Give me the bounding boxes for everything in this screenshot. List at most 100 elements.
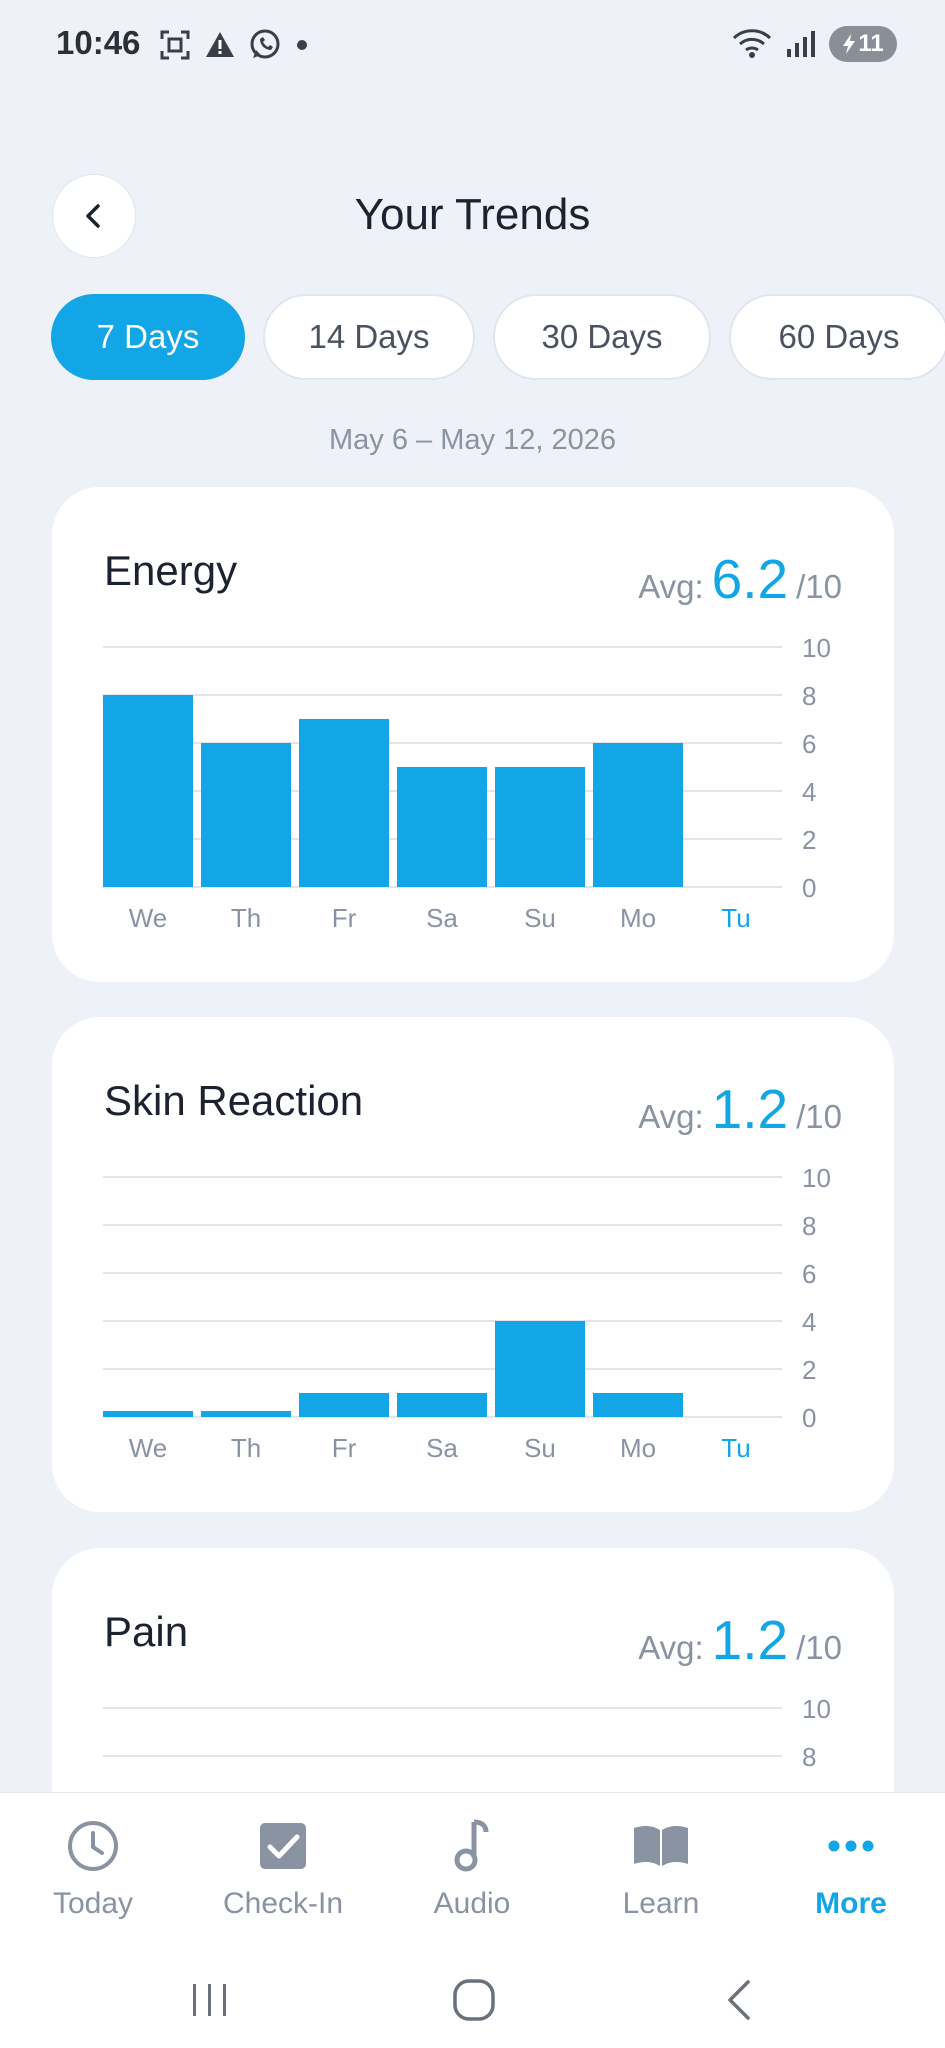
y-tick-label: 10 [802, 633, 831, 663]
avg-summary: Avg: 1.2 /10 [638, 1077, 842, 1141]
avg-label: Avg: [638, 568, 704, 605]
x-tick-label: Mo [620, 1433, 656, 1463]
back-icon[interactable] [722, 1978, 756, 2022]
bar-we[interactable] [103, 1411, 193, 1417]
bar-th[interactable] [201, 743, 291, 887]
book-icon [634, 1825, 688, 1866]
bar-fr[interactable] [299, 1393, 389, 1417]
recent-apps-icon[interactable] [189, 1980, 231, 2020]
signal-icon [787, 31, 815, 57]
pain-chart: 10 8 [103, 1694, 831, 1772]
more-dots-icon [828, 1840, 874, 1852]
chevron-left-icon [86, 204, 100, 228]
nav-learn[interactable]: Learn [571, 1811, 751, 1921]
x-tick-label: Fr [332, 1433, 357, 1463]
y-tick-label: 8 [802, 681, 816, 711]
y-tick-label: 10 [802, 1694, 831, 1724]
x-tick-label: Tu [721, 903, 750, 933]
bar-th[interactable] [201, 1411, 291, 1417]
back-button[interactable] [52, 174, 136, 258]
nav-label: More [815, 1887, 887, 1920]
bar-fr[interactable] [299, 719, 389, 887]
avg-suffix: /10 [796, 1098, 842, 1135]
x-tick-label: Sa [426, 1433, 458, 1463]
avg-summary: Avg: 6.2 /10 [638, 547, 842, 611]
whatsapp-icon [250, 29, 280, 59]
checkbox-icon [260, 1823, 306, 1869]
x-tick-label: Th [231, 1433, 261, 1463]
nav-label: Learn [622, 1887, 700, 1920]
nav-today[interactable]: Today [3, 1811, 183, 1921]
card-title: Pain [104, 1608, 189, 1655]
system-nav-bar [0, 1952, 945, 2048]
battery-level: 11 [858, 30, 884, 57]
tab-30-days[interactable]: 30 Days [493, 294, 711, 380]
y-tick-label: 6 [802, 1259, 816, 1289]
x-tick-label: We [129, 903, 168, 933]
bar-su[interactable] [495, 1321, 585, 1417]
page-title: Your Trends [354, 190, 591, 239]
nav-label: Check-In [222, 1887, 344, 1920]
y-tick-label: 2 [802, 825, 816, 855]
bottom-nav: Today Check-In Audio [0, 1792, 945, 1952]
y-tick-label: 6 [802, 729, 816, 759]
energy-card: Energy Avg: 6.2 /10 10 8 6 4 2 0 We Th Fr Sa Su Mo T… [52, 487, 894, 982]
tab-7-days[interactable]: 7 Days [51, 294, 245, 380]
card-title: Skin Reaction [104, 1077, 364, 1124]
y-tick-label: 4 [802, 1307, 816, 1337]
x-tick-label: Mo [620, 903, 656, 933]
wifi-icon [732, 29, 772, 58]
avg-suffix: /10 [796, 568, 842, 605]
x-tick-label: Sa [426, 903, 458, 933]
status-icons-right: 11 [731, 26, 897, 62]
nav-more[interactable]: More [761, 1811, 941, 1921]
y-tick-label: 0 [802, 1403, 816, 1433]
y-tick-label: 2 [802, 1355, 816, 1385]
battery-icon: 11 [829, 26, 897, 62]
skin-reaction-card: Skin Reaction Avg: 1.2 /10 10 8 6 4 2 0 We Th Fr… [52, 1017, 894, 1512]
energy-chart: 10 8 6 4 2 0 We Th Fr Sa Su Mo Tu [103, 633, 831, 933]
home-icon[interactable] [452, 1978, 496, 2022]
y-tick-label: 0 [802, 873, 816, 903]
bar-mo[interactable] [593, 1393, 683, 1417]
card-title: Energy [104, 547, 238, 594]
alert-icon [206, 32, 234, 57]
music-note-icon [454, 1819, 489, 1872]
status-icons-left [158, 28, 310, 62]
avg-label: Avg: [638, 1098, 704, 1135]
avg-value: 6.2 [711, 548, 789, 610]
date-range: May 6 – May 12, 2026 [329, 424, 616, 456]
nav-audio[interactable]: Audio [382, 1811, 562, 1921]
x-tick-label: Su [524, 1433, 556, 1463]
nav-label: Today [52, 1887, 134, 1920]
clock-icon [68, 1821, 118, 1871]
x-tick-label: Fr [332, 903, 357, 933]
y-tick-label: 10 [802, 1163, 831, 1193]
avg-summary: Avg: 1.2 /10 [638, 1608, 842, 1672]
bar-mo[interactable] [593, 743, 683, 887]
avg-suffix: /10 [796, 1629, 842, 1666]
nav-check-in[interactable]: Check-In [193, 1811, 373, 1921]
x-tick-label: We [129, 1433, 168, 1463]
tab-14-days[interactable]: 14 Days [263, 294, 475, 380]
skin-reaction-chart: 10 8 6 4 2 0 We Th Fr Sa Su Mo Tu [103, 1163, 831, 1463]
nav-label: Audio [433, 1887, 511, 1920]
avg-value: 1.2 [711, 1078, 789, 1140]
y-tick-label: 4 [802, 777, 816, 807]
x-tick-label: Th [231, 903, 261, 933]
bar-sa[interactable] [397, 767, 487, 887]
tab-60-days[interactable]: 60 Days [729, 294, 945, 380]
status-bar: 10:46 [0, 0, 945, 90]
x-tick-label: Su [524, 903, 556, 933]
screenshot-icon [160, 30, 190, 60]
status-time: 10:46 [56, 24, 141, 61]
bar-su[interactable] [495, 767, 585, 887]
bar-we[interactable] [103, 695, 193, 887]
avg-label: Avg: [638, 1629, 704, 1666]
x-tick-label: Tu [721, 1433, 750, 1463]
y-tick-label: 8 [802, 1742, 816, 1772]
dot-icon [297, 40, 307, 50]
y-tick-label: 8 [802, 1211, 816, 1241]
bar-sa[interactable] [397, 1393, 487, 1417]
